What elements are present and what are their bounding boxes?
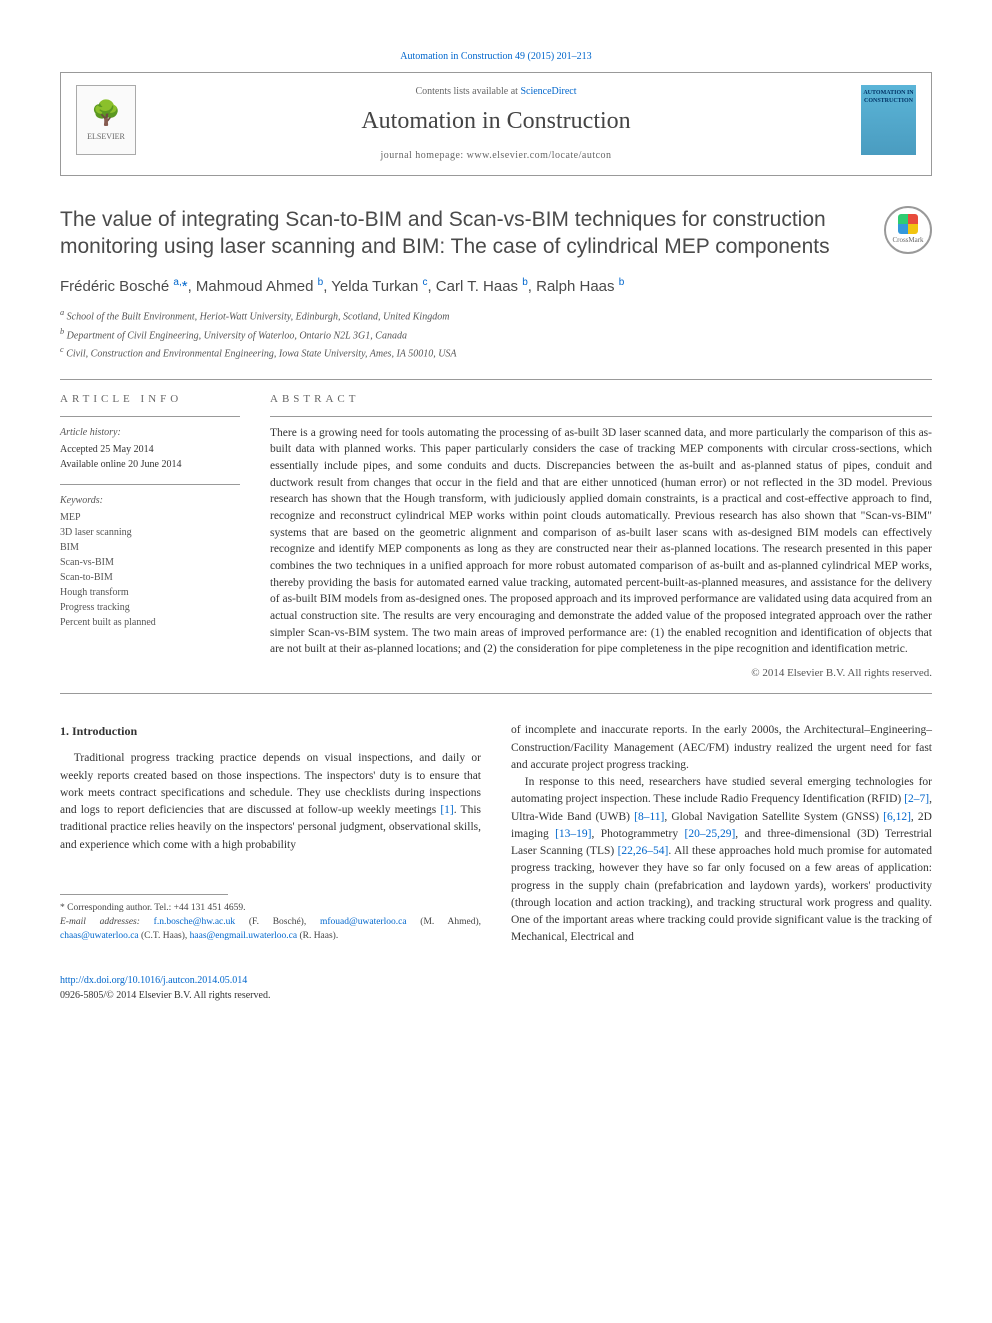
email-link[interactable]: f.n.bosche@hw.ac.uk — [154, 917, 235, 927]
keyword-item: Progress tracking — [60, 600, 240, 615]
keyword-item: BIM — [60, 540, 240, 555]
affiliation-item: b Department of Civil Engineering, Unive… — [60, 326, 932, 343]
body-right-column: of incomplete and inaccurate reports. In… — [511, 722, 932, 946]
intro-paragraph-1-cont: of incomplete and inaccurate reports. In… — [511, 722, 932, 774]
history-label: Article history: — [60, 425, 240, 440]
affiliations: a School of the Built Environment, Herio… — [60, 307, 932, 361]
info-rule-1 — [60, 416, 240, 417]
keyword-item: Scan-vs-BIM — [60, 555, 240, 570]
email-owner: (M. Ahmed), — [407, 917, 481, 927]
article-info-heading: ARTICLE INFO — [60, 392, 240, 407]
ref-link-22-26-54[interactable]: [22,26–54] — [618, 845, 669, 857]
ref-link-1[interactable]: [1] — [440, 804, 453, 816]
article-info-column: ARTICLE INFO Article history: Accepted 2… — [60, 392, 240, 681]
page-footer: http://dx.doi.org/10.1016/j.autcon.2014.… — [60, 973, 932, 1003]
footnotes: * Corresponding author. Tel.: +44 131 45… — [60, 901, 481, 944]
email-link[interactable]: mfouad@uwaterloo.ca — [320, 917, 407, 927]
keyword-item: Percent built as planned — [60, 615, 240, 630]
affiliation-item: c Civil, Construction and Environmental … — [60, 344, 932, 361]
issn-copyright: 0926-5805/© 2014 Elsevier B.V. All right… — [60, 990, 270, 1001]
doi-link[interactable]: http://dx.doi.org/10.1016/j.autcon.2014.… — [60, 975, 247, 986]
keyword-item: 3D laser scanning — [60, 525, 240, 540]
email-link[interactable]: chaas@uwaterloo.ca — [60, 931, 139, 941]
email-addresses-line: E-mail addresses: f.n.bosche@hw.ac.uk (F… — [60, 915, 481, 944]
article-title: The value of integrating Scan-to-BIM and… — [60, 206, 864, 261]
section-heading-intro: 1. Introduction — [60, 722, 481, 740]
accepted-date: Accepted 25 May 2014 — [60, 442, 240, 457]
ref-link-8-11[interactable]: [8–11] — [634, 811, 664, 823]
ref-link-2-7[interactable]: [2–7] — [904, 793, 929, 805]
sciencedirect-link[interactable]: ScienceDirect — [520, 86, 576, 97]
abstract-text: There is a growing need for tools automa… — [270, 425, 932, 658]
crossmark-badge[interactable]: CrossMark — [884, 206, 932, 254]
contents-line: Contents lists available at ScienceDirec… — [161, 85, 831, 99]
email-owner: (F. Bosché), — [235, 917, 320, 927]
keyword-item: MEP — [60, 510, 240, 525]
elsevier-tree-icon: 🌳 — [91, 98, 121, 132]
abstract-copyright: © 2014 Elsevier B.V. All rights reserved… — [270, 666, 932, 681]
intro-paragraph-2: In response to this need, researchers ha… — [511, 774, 932, 947]
journal-header: 🌳 ELSEVIER Contents lists available at S… — [60, 72, 932, 176]
online-date: Available online 20 June 2014 — [60, 457, 240, 472]
keyword-item: Scan-to-BIM — [60, 570, 240, 585]
ref-link-20-25-29[interactable]: [20–25,29] — [684, 828, 735, 840]
journal-title: Automation in Construction — [161, 105, 831, 139]
affiliation-item: a School of the Built Environment, Herio… — [60, 307, 932, 324]
keyword-item: Hough transform — [60, 585, 240, 600]
rule-bottom — [60, 693, 932, 694]
author-list: Frédéric Bosché a,*, Mahmoud Ahmed b, Ye… — [60, 276, 932, 297]
ref-link-6-12[interactable]: [6,12] — [883, 811, 911, 823]
email-owner: (R. Haas). — [297, 931, 338, 941]
keywords-label: Keywords: — [60, 493, 240, 508]
journal-homepage: journal homepage: www.elsevier.com/locat… — [161, 149, 831, 163]
keywords-list: MEP3D laser scanningBIMScan-vs-BIMScan-t… — [60, 510, 240, 630]
elsevier-logo: 🌳 ELSEVIER — [76, 85, 136, 155]
crossmark-label: CrossMark — [892, 236, 923, 246]
info-rule-2 — [60, 484, 240, 485]
body-left-column: 1. Introduction Traditional progress tra… — [60, 722, 481, 946]
ref-link-13-19[interactable]: [13–19] — [555, 828, 591, 840]
email-owner: (C.T. Haas), — [139, 931, 190, 941]
footnote-separator — [60, 894, 228, 895]
journal-cover-thumb: AUTOMATION IN CONSTRUCTION — [861, 85, 916, 155]
intro-paragraph-1: Traditional progress tracking practice d… — [60, 750, 481, 854]
abstract-heading: ABSTRACT — [270, 392, 932, 407]
abstract-column: ABSTRACT There is a growing need for too… — [270, 392, 932, 681]
journal-reference: Automation in Construction 49 (2015) 201… — [60, 50, 932, 64]
email-link[interactable]: haas@engmail.uwaterloo.ca — [190, 931, 297, 941]
rule-top — [60, 379, 932, 380]
abstract-rule — [270, 416, 932, 417]
crossmark-icon — [898, 214, 918, 234]
corresponding-author-note: * Corresponding author. Tel.: +44 131 45… — [60, 901, 481, 915]
elsevier-label: ELSEVIER — [87, 131, 125, 142]
